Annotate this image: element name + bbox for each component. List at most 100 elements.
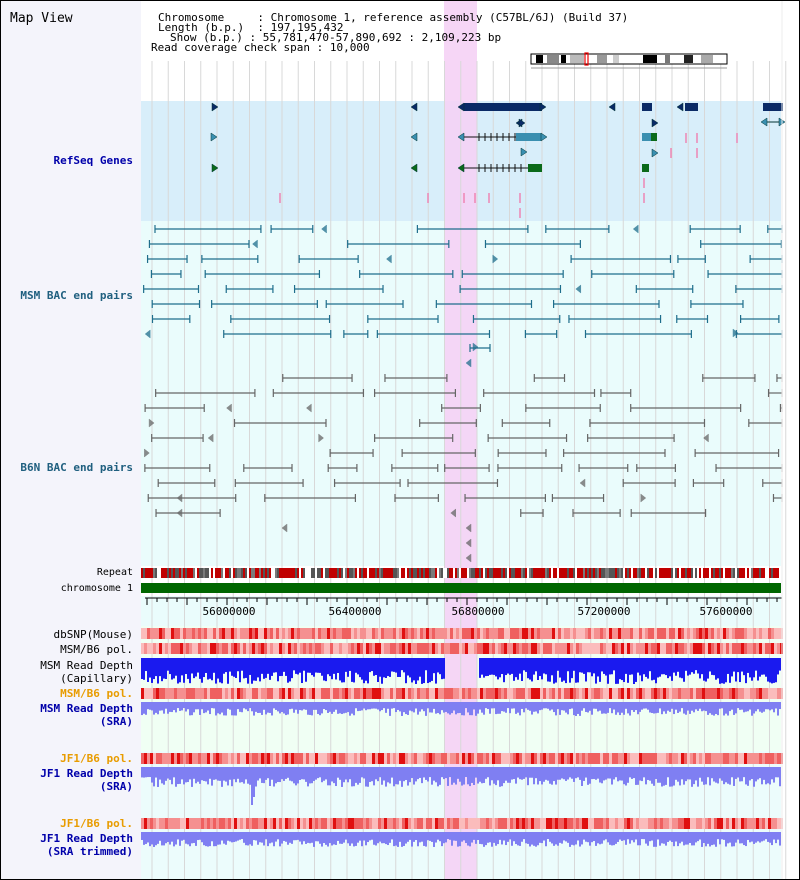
jf1-b6-pol-cell [177,753,180,764]
repeat-element [319,568,321,578]
repeat-element [763,568,765,578]
msm-b6-pol-cell [231,643,234,654]
msm-depth-cap-bar [503,658,505,683]
msm-depth-cap-bar [271,658,273,676]
msm-b6-pol-cell [516,643,519,654]
msm-depth-cap-bar [329,658,331,677]
repeat-element [279,568,281,578]
msm-depth-sra-bar [371,702,373,709]
track-label-msm-b6-pol-2[interactable]: MSM/B6 pol. [60,687,133,700]
jf1-b6-pol-cell [234,753,237,764]
msm-b6-pol-2-cell [285,688,288,699]
msm-b6-pol-cell [645,643,648,654]
jf1-b6-pol-2-cell [510,818,513,829]
track-label-msm-b6-pol-1[interactable]: MSM/B6 pol. [60,643,133,656]
jf1-b6-pol-cell [585,753,588,764]
msm-depth-cap-bar [705,658,707,682]
repeat-element [533,568,535,578]
msm-depth-cap-bar [521,658,523,682]
msm-depth-sra-bar [225,702,227,716]
track-label-dbsnp[interactable]: dbSNP(Mouse) [53,628,133,641]
msm-b6-pol-cell [624,643,627,654]
msm-depth-sra-bar [673,702,675,715]
jf1-depth-sra-bar [577,767,579,778]
msm-depth-cap-bar [709,658,711,672]
jf1-b6-pol-2-cell [489,818,492,829]
track-label-chromosome[interactable]: chromosome 1 [60,583,133,594]
jf1-b6-pol-2-cell [687,818,690,829]
repeat-element [217,568,219,578]
repeat-element [559,568,561,578]
dbsnp-cell [651,628,654,639]
msm-depth-sra-bar [307,702,309,715]
msm-depth-sra-bar [415,702,417,709]
jf1-depth-sra-bar [543,767,545,782]
jf1-b6-pol-2-cell [324,818,327,829]
msm-depth-sra-bar [183,702,185,709]
track-label-msm-bac[interactable]: MSM BAC end pairs [20,289,133,302]
jf1-depth-sra-bar [291,767,293,782]
repeat-element [501,568,503,578]
track-label-refseq[interactable]: RefSeq Genes [53,154,133,167]
dbsnp-cell [357,628,360,639]
jf1-b6-pol-2-cell [714,818,717,829]
jf1-depth-sra-bar [707,767,709,778]
msm-b6-pol-cell [315,643,318,654]
jf1-b6-pol-2-cell [519,818,522,829]
jf1-b6-pol-2-cell [609,818,612,829]
repeat-element [523,568,525,578]
msm-b6-pol-cell [585,643,588,654]
jf1-b6-pol-2-cell [180,818,183,829]
jf1-b6-pol-cell [732,753,735,764]
jf1-depth-sra-bar [265,767,267,780]
msm-depth-cap-bar [573,658,575,671]
jf1-depth-sra-bar [669,767,671,787]
jf1-depth-trim-bar [563,832,565,841]
msm-depth-sra-bar [531,702,533,715]
jf1-depth-sra-bar [379,767,381,778]
b6n-bac-singleton [176,493,183,503]
jf1-b6-pol-2-cell [498,818,501,829]
track-label-jf1-depth-sra-1[interactable]: JF1 Read Depth [40,767,133,780]
msm-b6-pol-2-cell [432,688,435,699]
track-label-jf1-b6-pol-2[interactable]: JF1/B6 pol. [60,817,133,830]
msm-b6-pol-2-cell [537,688,540,699]
track-label-jf1-depth-trim-1[interactable]: JF1 Read Depth [40,832,133,845]
jf1-depth-sra-bar [429,767,431,778]
jf1-depth-trim-bar [201,832,203,843]
repeat-element [403,568,405,578]
jf1-depth-sra-bar [311,767,313,784]
jf1-b6-pol-2-cell [723,818,726,829]
msm-depth-cap-bar [255,658,257,681]
msm-depth-cap-bar [237,658,239,672]
repeat-element [479,568,481,578]
jf1-b6-pol-2-cell [684,818,687,829]
msm-depth-cap-bar [213,658,215,673]
jf1-depth-trim-bar [233,832,235,843]
jf1-depth-sra-bar [691,767,693,787]
dbsnp-cell [273,628,276,639]
jf1-b6-pol-2-cell [423,818,426,829]
jf1-depth-trim-bar [435,832,437,843]
jf1-depth-sra-bar [271,767,273,780]
msm-depth-cap-bar [389,658,391,677]
msm-depth-sra-bar [143,702,145,714]
track-label-jf1-b6-pol-1[interactable]: JF1/B6 pol. [60,752,133,765]
jf1-depth-sra-bar [193,767,195,779]
msm-b6-pol-cell [303,643,306,654]
msm-b6-pol-2-cell [384,688,387,699]
msm-depth-cap-bar [647,658,649,679]
jf1-depth-trim-bar [585,832,587,842]
track-label-msm-depth-cap-1[interactable]: MSM Read Depth [40,659,133,672]
repeat-element [679,568,681,578]
track-label-b6n-bac[interactable]: B6N BAC end pairs [20,461,133,474]
track-label-repeat[interactable]: Repeat [96,567,133,578]
msm-depth-sra-bar [235,702,237,716]
jf1-b6-pol-2-cell [351,818,354,829]
repeat-element [483,568,485,578]
track-label-msm-depth-sra-1[interactable]: MSM Read Depth [40,702,133,715]
dbsnp-cell [468,628,471,639]
jf1-b6-pol-2-cell [624,818,627,829]
jf1-b6-pol-2-cell [369,818,372,829]
